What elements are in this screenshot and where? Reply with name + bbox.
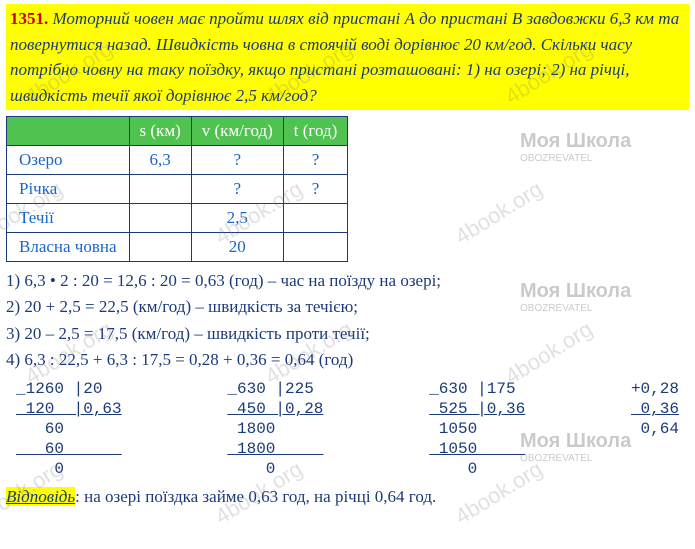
th-t: t (год) [283,117,348,146]
row-label: Озеро [7,146,130,175]
answer-text: : на озері поїздка займе 0,63 год, на рі… [75,487,436,506]
watermark-text: 4book.org [451,176,548,250]
cell-t [283,233,348,262]
answer-label: Відповідь [6,487,75,506]
problem-statement: 1351. Моторний човен має пройти шлях від… [6,4,689,110]
step-line: 3) 20 – 2,5 = 17,5 (км/год) – швидкість … [6,321,689,347]
table-row: Озеро6,3?? [7,146,348,175]
cell-s [129,233,191,262]
row-label: Річка [7,175,130,204]
division-col-3: _630 |175 525 |0,36 1050 1050 0 [429,379,525,479]
solution-steps: 1) 6,3 • 2 : 20 = 12,6 : 20 = 0,63 (год)… [6,268,689,373]
cell-t [283,204,348,233]
cell-t: ? [283,175,348,204]
step-line: 1) 6,3 • 2 : 20 = 12,6 : 20 = 0,63 (год)… [6,268,689,294]
table-row: Течії 2,5 [7,204,348,233]
division-col-2: _630 |225 450 |0,28 1800 1800 0 [227,379,323,479]
row-label: Течії [7,204,130,233]
cell-s: 6,3 [129,146,191,175]
cell-v: ? [191,146,283,175]
step-line: 2) 20 + 2,5 = 22,5 (км/год) – швидкість … [6,294,689,320]
cell-s [129,204,191,233]
problem-number: 1351. [10,9,48,28]
division-col-1: _1260 |20 120 |0,63 60 60 0 [16,379,122,479]
data-table: s (км) v (км/год) t (год) Озеро6,3??Річк… [6,116,348,262]
th-v: v (км/год) [191,117,283,146]
answer-line: Відповідь: на озері поїздка займе 0,63 г… [6,487,689,507]
watermark-logo: Моя ШколаOBOZREVATEL [520,130,631,164]
table-row: Власна човна 20 [7,233,348,262]
cell-s [129,175,191,204]
cell-t: ? [283,146,348,175]
problem-text: Моторний човен має пройти шлях від прист… [10,9,679,105]
row-label: Власна човна [7,233,130,262]
table-body: Озеро6,3??Річка??Течії2,5Власна човна20 [7,146,348,262]
cell-v: 2,5 [191,204,283,233]
long-division-block: _1260 |20 120 |0,63 60 60 0 _630 |225 45… [6,379,689,479]
step-line: 4) 6,3 : 22,5 + 6,3 : 17,5 = 0,28 + 0,36… [6,347,689,373]
th-blank [7,117,130,146]
addition-col: +0,28 0,36 0,64 [631,379,679,479]
table-row: Річка?? [7,175,348,204]
cell-v: ? [191,175,283,204]
cell-v: 20 [191,233,283,262]
table-header-row: s (км) v (км/год) t (год) [7,117,348,146]
th-s: s (км) [129,117,191,146]
